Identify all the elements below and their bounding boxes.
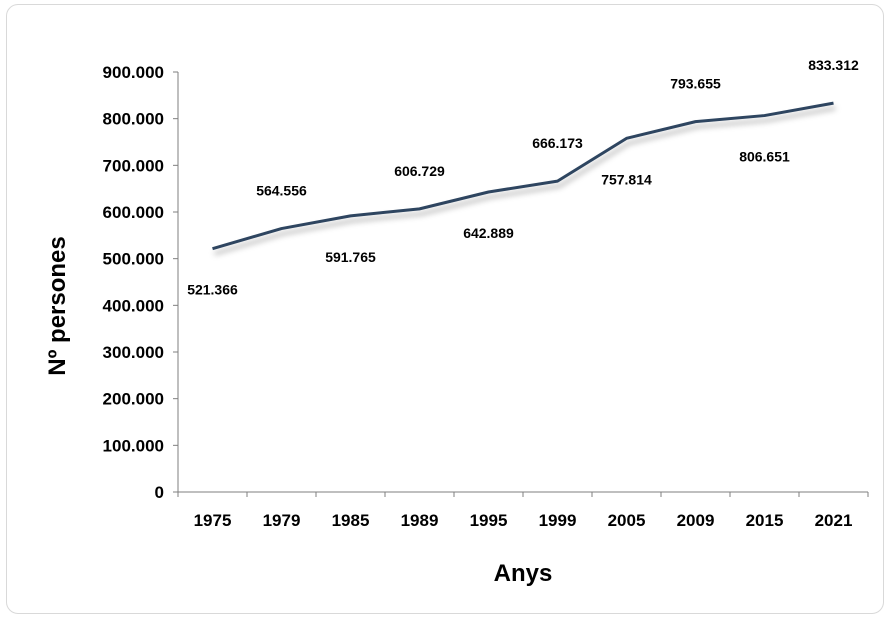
data-label: 642.889 <box>463 225 514 241</box>
y-axis-title: Nº persones <box>44 236 71 375</box>
data-label: 606.729 <box>394 163 445 179</box>
data-label: 757.814 <box>601 171 652 187</box>
x-axis-ticks: 1975 1979 1985 1989 1995 1999 2005 2009 2015 2021 <box>177 492 869 530</box>
data-label: 666.173 <box>532 135 583 151</box>
x-tick-label: 1985 <box>332 511 370 530</box>
x-tick-label: 2005 <box>608 511 646 530</box>
y-tick-label: 700.000 <box>103 156 164 175</box>
y-tick-label: 200.000 <box>103 390 164 409</box>
series <box>212 101 834 251</box>
x-tick-label: 2015 <box>746 511 784 530</box>
data-label: 521.366 <box>187 282 238 298</box>
x-axis-title: Anys <box>494 560 553 587</box>
x-tick-label: 1989 <box>401 511 439 530</box>
data-label: 591.765 <box>325 249 376 265</box>
y-tick-label: 400.000 <box>103 296 164 315</box>
x-tick-label: 2021 <box>815 511 853 530</box>
y-tick-label: 800.000 <box>103 110 164 129</box>
y-tick-label: 600.000 <box>103 203 164 222</box>
data-label: 564.556 <box>256 183 307 199</box>
data-label: 806.651 <box>739 149 790 165</box>
axes <box>177 72 868 493</box>
y-tick-label: 500.000 <box>103 250 164 269</box>
x-tick-label: 2009 <box>677 511 715 530</box>
y-tick-label: 0 <box>155 483 164 502</box>
data-label: 793.655 <box>670 76 721 92</box>
data-labels: 521.366 564.556 591.765 606.729 642.889 666.1… <box>187 57 859 298</box>
y-tick-label: 300.000 <box>103 343 164 362</box>
chart-frame <box>6 4 884 614</box>
series-line <box>212 101 834 251</box>
y-tick-label: 900.000 <box>103 63 164 82</box>
x-tick-label: 1979 <box>263 511 301 530</box>
x-tick-label: 1999 <box>539 511 577 530</box>
x-tick-label: 1995 <box>470 511 508 530</box>
y-tick-label: 100.000 <box>103 436 164 455</box>
x-tick-label: 1975 <box>194 511 232 530</box>
y-axis-ticks: 0 100.000 200.000 300.000 400.000 500.000 600.… <box>103 63 178 502</box>
data-label: 833.312 <box>808 57 859 73</box>
